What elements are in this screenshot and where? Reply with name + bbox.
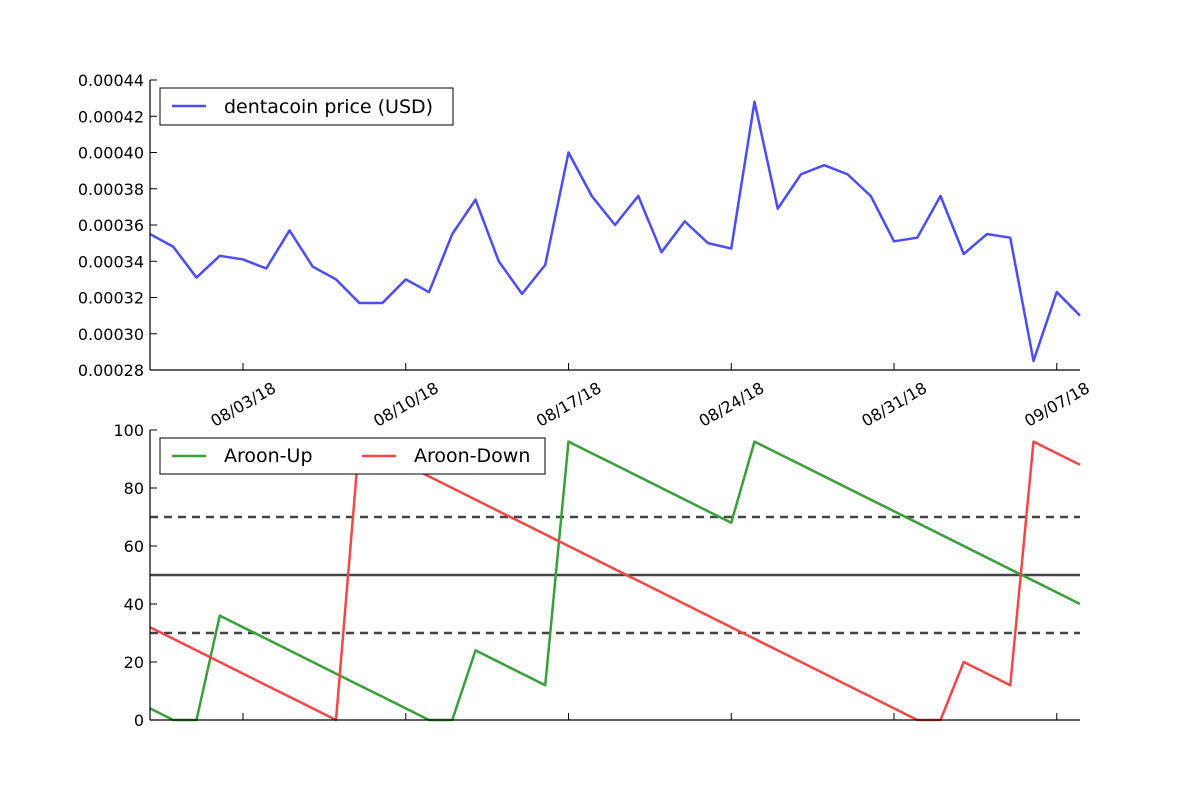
price-legend-box: [159, 87, 454, 126]
aroon-ytick-label: 80: [124, 479, 144, 498]
price-xtick-label: 09/07/18: [1021, 378, 1093, 430]
price-ytick-label: 0.00028: [78, 361, 144, 380]
price-ytick-label: 0.00042: [78, 107, 144, 126]
aroon-ytick-label: 0: [134, 711, 144, 730]
price-series-line: [149, 100, 1081, 363]
aroon-ytick-label: 60: [124, 537, 144, 556]
price-legend-label: dentacoin price (USD): [224, 96, 433, 118]
price-ytick-label: 0.00032: [78, 289, 144, 308]
price-ytick-label: 0.00038: [78, 180, 144, 199]
aroon-ytick-label: 20: [124, 653, 144, 672]
price-ytick-label: 0.00044: [78, 71, 144, 90]
price-ytick-label: 0.00040: [78, 144, 144, 163]
price-xtick-label: 08/31/18: [858, 378, 930, 430]
aroon-ytick-label: 100: [113, 421, 144, 440]
aroon-up-line: [149, 440, 1081, 722]
aroon-legend-box: [159, 437, 546, 475]
price-xtick-label: 08/10/18: [370, 378, 442, 430]
aroon-ytick-label: 40: [124, 595, 144, 614]
price-ytick-label: 0.00030: [78, 325, 144, 344]
price-xtick-label: 08/17/18: [533, 378, 605, 430]
aroon-up-legend-label: Aroon-Up: [224, 445, 313, 467]
price-ytick-label: 0.00036: [78, 216, 144, 235]
aroon-down-legend-label: Aroon-Down: [414, 445, 530, 467]
price-ytick-label: 0.00034: [78, 252, 144, 271]
aroon-down-line: [149, 440, 1081, 722]
price-xtick-label: 08/24/18: [696, 378, 768, 430]
price-xtick-label: 08/03/18: [207, 378, 279, 430]
